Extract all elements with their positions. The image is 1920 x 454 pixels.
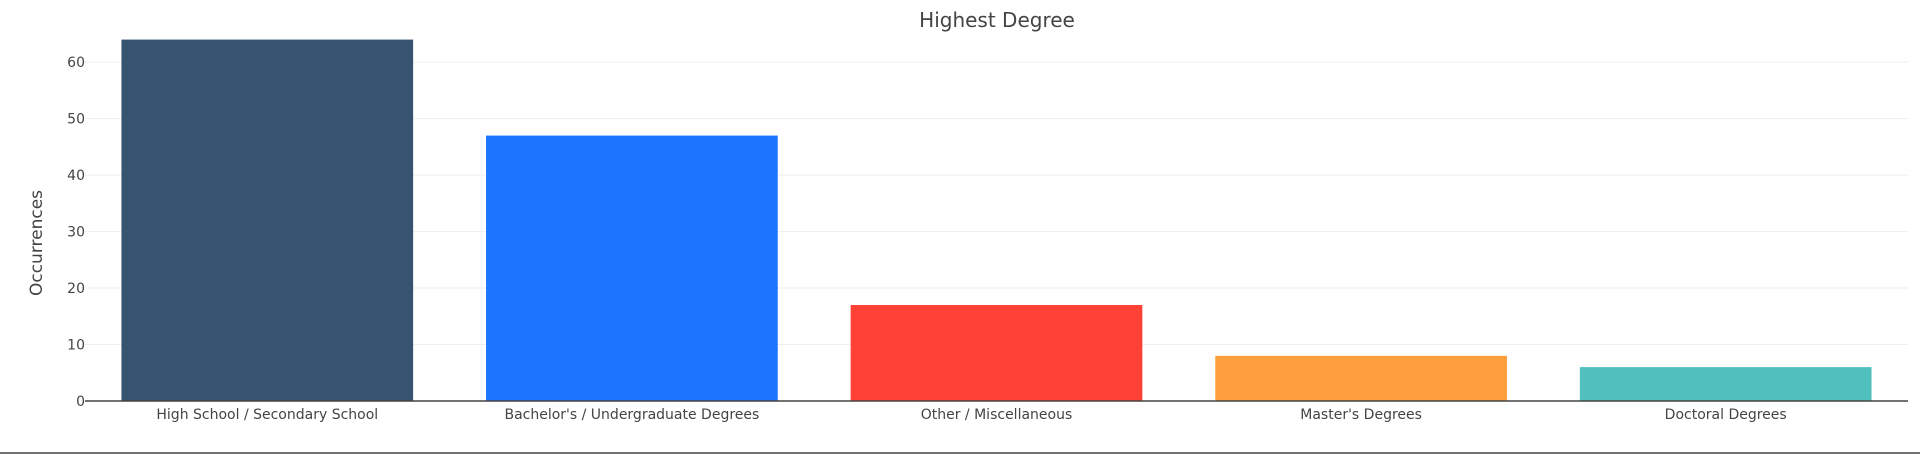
bar-3[interactable] xyxy=(1215,355,1507,401)
x-tick-label: Doctoral Degrees xyxy=(1665,407,1787,423)
y-tick-label: 40 xyxy=(67,168,85,184)
x-tick-label: Bachelor's / Undergraduate Degrees xyxy=(504,407,759,423)
bar-0[interactable] xyxy=(121,39,414,402)
y-tick-label: 0 xyxy=(76,394,85,410)
bar-2[interactable] xyxy=(850,305,1143,401)
y-tick-label: 30 xyxy=(67,225,85,241)
bar-1[interactable] xyxy=(486,135,778,401)
y-axis-ticks: 0 10 20 30 40 50 60 xyxy=(67,55,85,410)
x-tick-label: Other / Miscellaneous xyxy=(921,407,1073,423)
x-tick-label: Master's Degrees xyxy=(1300,407,1422,423)
x-axis-ticks: High School / Secondary School Bachelor's… xyxy=(156,407,1786,423)
y-tick-label: 10 xyxy=(67,338,85,354)
chart-title: Highest Degree xyxy=(919,8,1075,32)
y-tick-label: 60 xyxy=(67,55,85,71)
x-tick-label: High School / Secondary School xyxy=(156,407,378,423)
bar-4[interactable] xyxy=(1579,367,1872,401)
bars xyxy=(121,39,1872,402)
y-tick-label: 20 xyxy=(67,281,85,297)
y-tick-label: 50 xyxy=(67,112,85,128)
y-axis-title: Occurrences xyxy=(27,190,47,296)
